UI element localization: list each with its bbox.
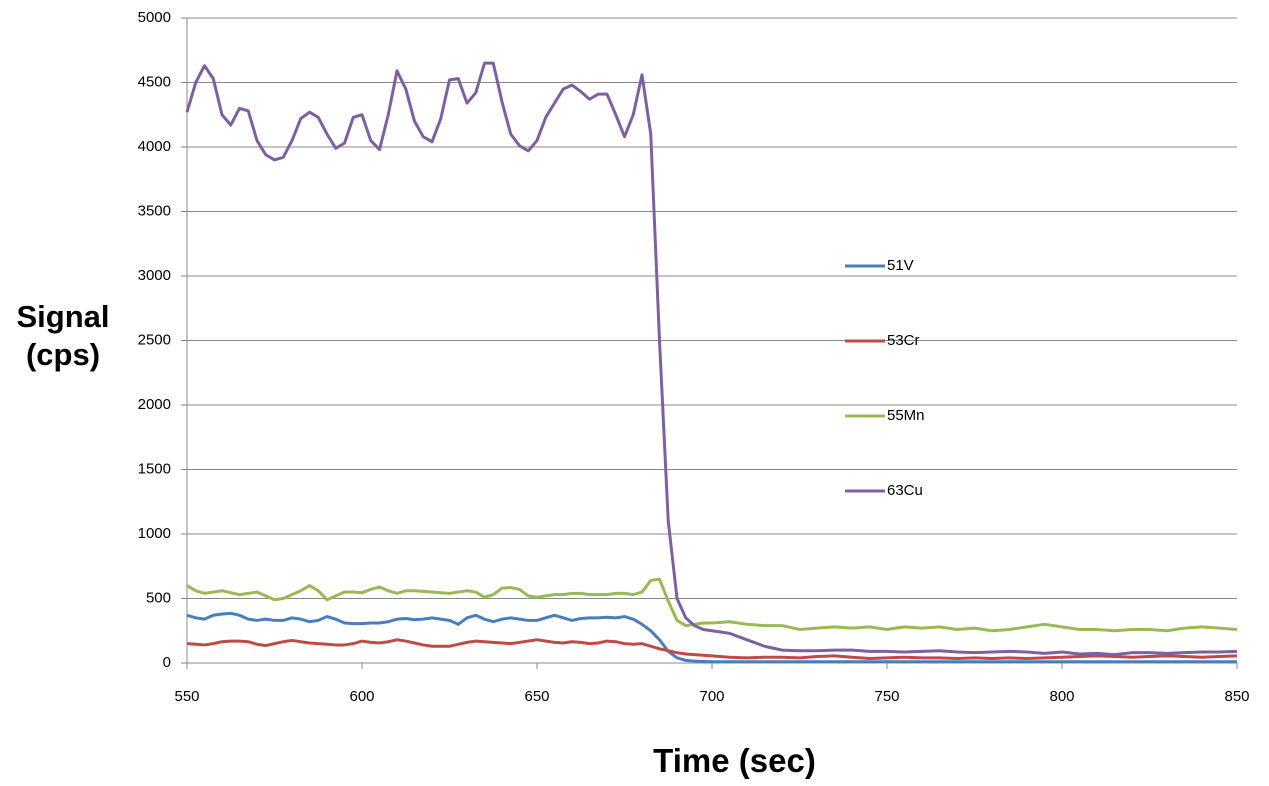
y-tick-label: 3000 <box>138 267 171 284</box>
y-tick-label: 2500 <box>138 331 171 348</box>
x-tick-label: 600 <box>349 688 374 705</box>
legend-label: 63Cu <box>887 482 923 499</box>
y-tick-label: 4500 <box>138 73 171 90</box>
y-tick-label: 4000 <box>138 138 171 155</box>
x-tick-label: 650 <box>524 688 549 705</box>
legend-label: 51V <box>887 257 914 274</box>
x-tick-label: 800 <box>1049 688 1074 705</box>
y-tick-label: 1500 <box>138 460 171 477</box>
x-tick-label: 750 <box>874 688 899 705</box>
y-tick-label: 5000 <box>138 9 171 26</box>
y-tick-label: 0 <box>163 654 171 671</box>
data-line <box>186 611 1237 664</box>
data-line <box>186 577 1238 633</box>
data-line <box>185 61 1238 657</box>
y-tick-label: 1000 <box>138 525 171 542</box>
data-line <box>186 638 1238 660</box>
x-axis-title: Time (sec) <box>653 742 816 779</box>
x-tick-label: 700 <box>699 688 724 705</box>
y-tick-label: 2000 <box>138 396 171 413</box>
y-tick-label: 3500 <box>138 202 171 219</box>
x-tick-label: 550 <box>174 688 199 705</box>
legend-label: 53Cr <box>887 332 920 349</box>
legend-label: 55Mn <box>887 407 925 424</box>
y-tick-label: 500 <box>146 589 171 606</box>
y-axis-title: Signal (cps) <box>16 299 110 372</box>
x-tick-label: 850 <box>1224 688 1249 705</box>
